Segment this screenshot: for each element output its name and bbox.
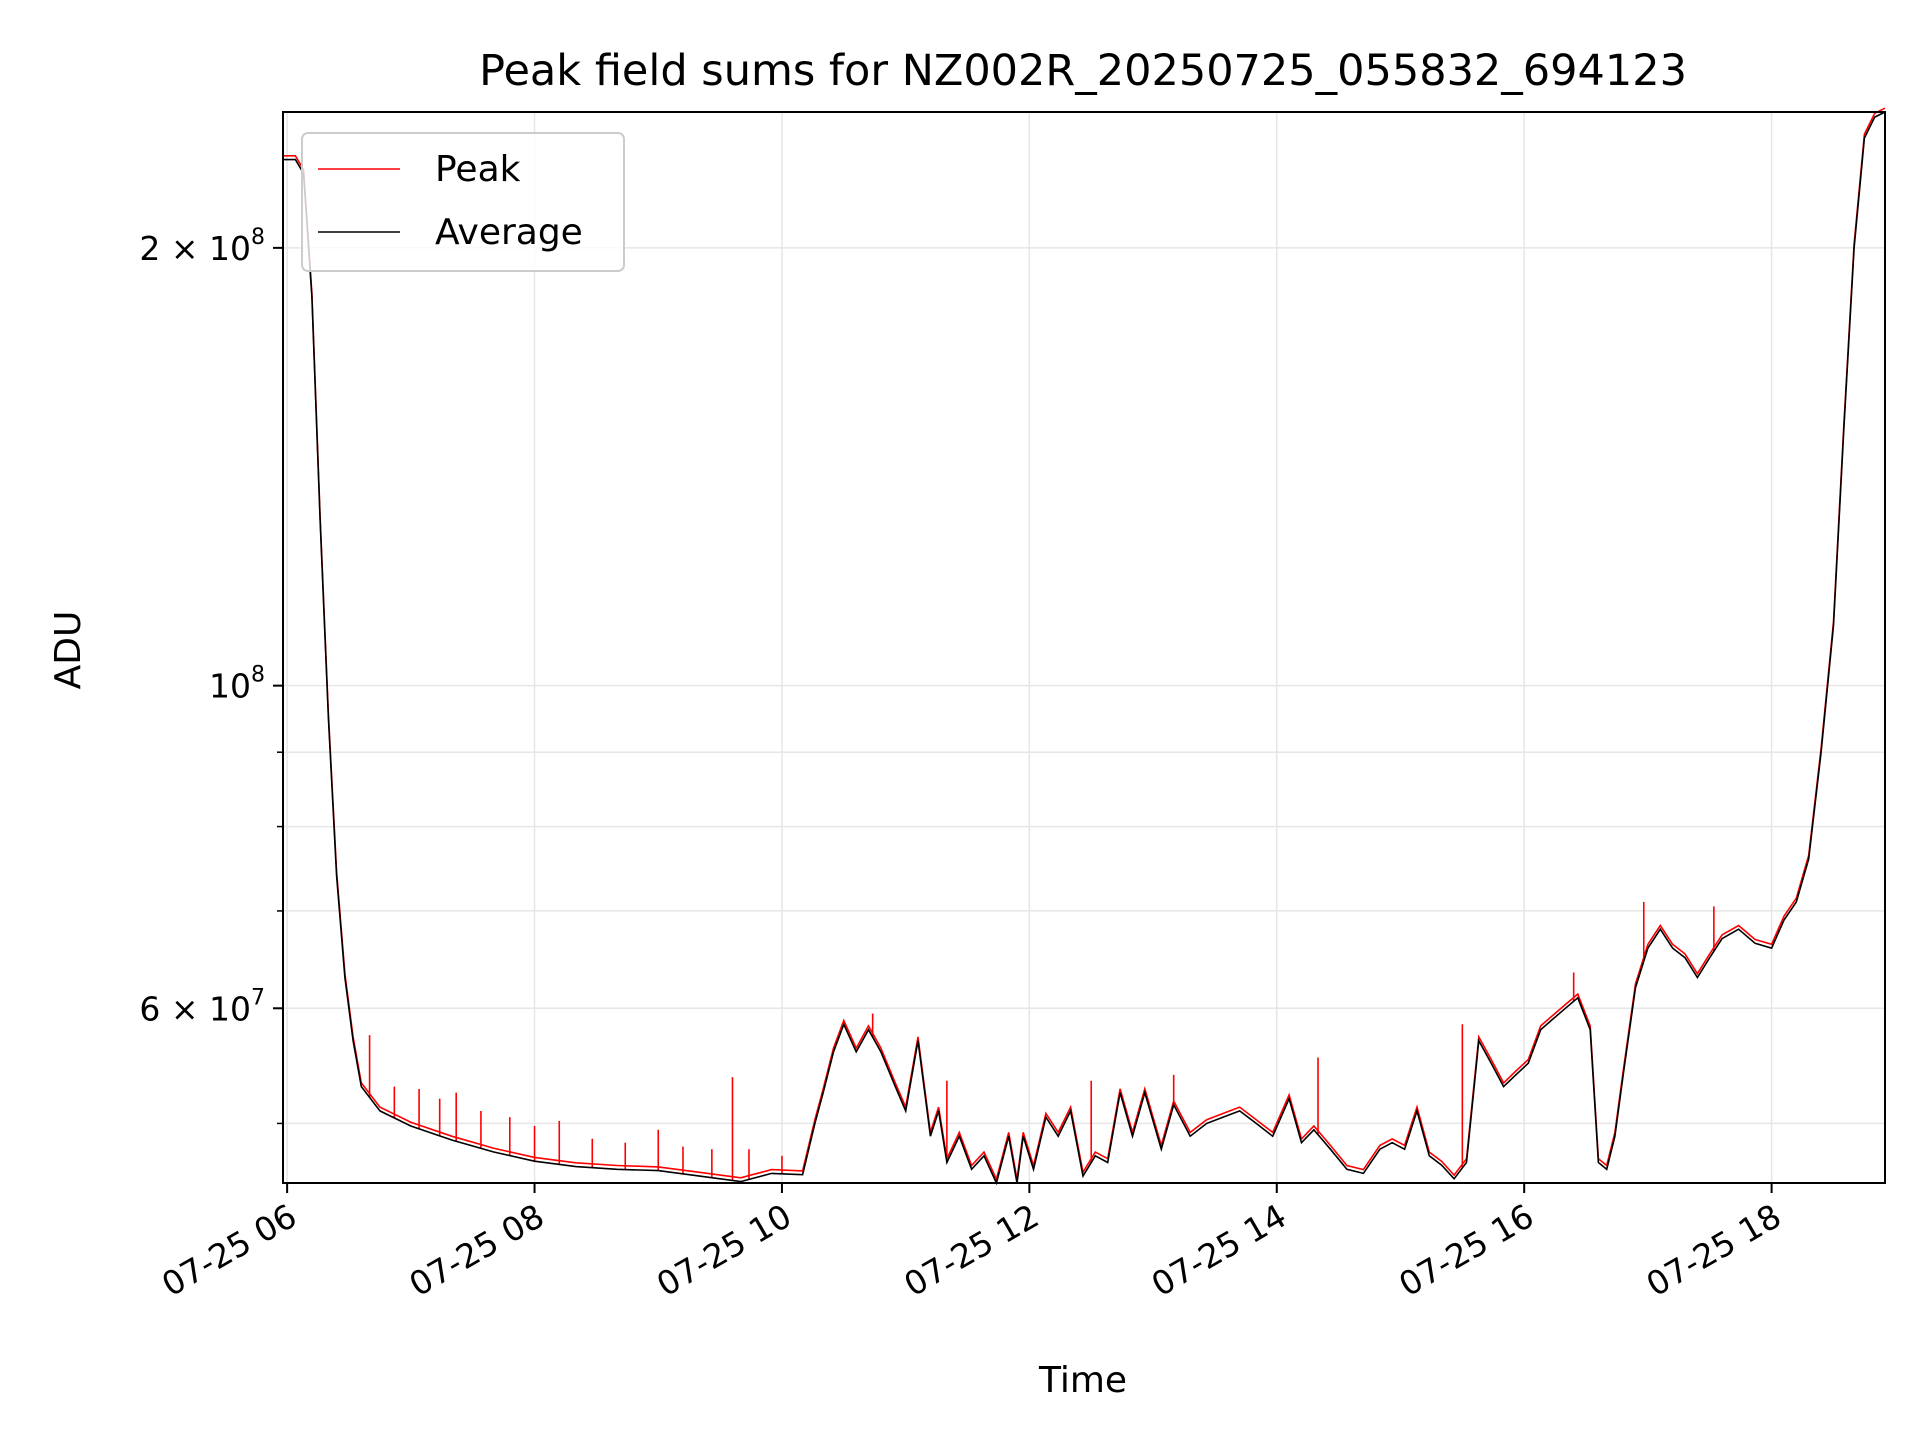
series-line-peak [283, 107, 1886, 1182]
y-tick-exponent: 8 [251, 225, 265, 250]
series-line-average [283, 111, 1886, 1186]
grid-lines [283, 112, 1885, 1183]
y-tick-base: 10 [209, 989, 251, 1028]
y-tick-mantissa: 2 [139, 229, 160, 268]
legend-label-average: Average [435, 212, 583, 253]
y-tick-base: 10 [209, 667, 251, 706]
y-tick-exponent: 7 [251, 985, 265, 1010]
plot-area [283, 107, 1886, 1186]
y-tick-times: × [160, 989, 209, 1028]
y-axis-label: ADU [48, 611, 89, 690]
chart-title: Peak field sums for NZ002R_20250725_0558… [479, 46, 1687, 96]
plot-frame [282, 111, 1886, 1184]
y-tick-exponent: 8 [251, 663, 265, 688]
legend-label-peak: Peak [435, 149, 521, 190]
y-tick-base: 10 [209, 229, 251, 268]
y-tick-mantissa: 6 [139, 989, 160, 1028]
legend: Peak Average [301, 132, 625, 272]
y-tick-label: 108 [209, 663, 265, 706]
y-tick-label: 6 × 107 [139, 985, 265, 1028]
y-tick-label: 2 × 108 [139, 225, 265, 268]
x-axis-label: Time [1038, 1360, 1127, 1401]
legend-box [301, 132, 625, 272]
y-tick-times: × [160, 229, 209, 268]
